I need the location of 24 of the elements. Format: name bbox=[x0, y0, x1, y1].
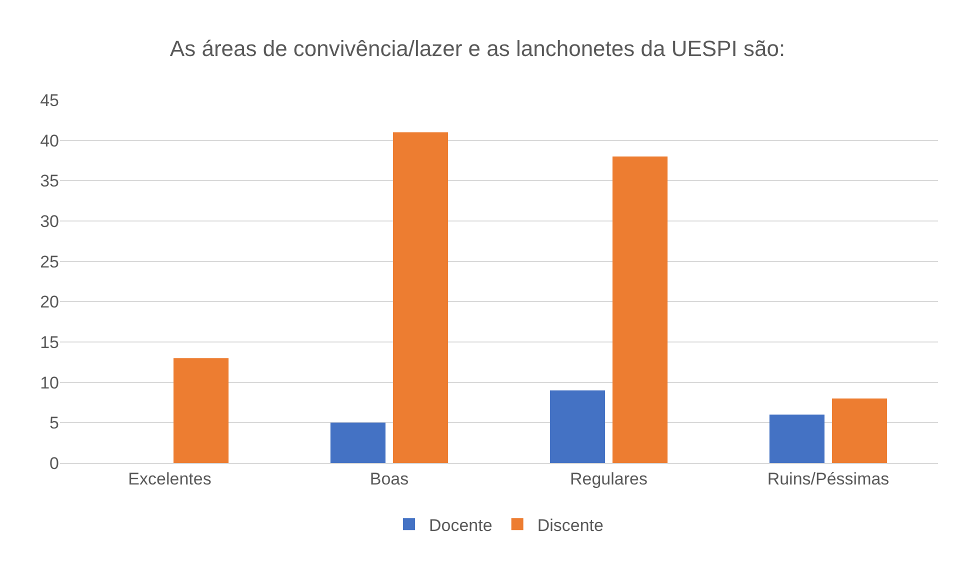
y-tick-label: 40 bbox=[40, 131, 59, 150]
bar bbox=[832, 398, 888, 463]
legend-label: Discente bbox=[537, 516, 604, 535]
y-tick-label: 45 bbox=[40, 90, 59, 110]
bar bbox=[769, 414, 824, 463]
bar bbox=[174, 358, 229, 463]
bar bbox=[612, 156, 668, 463]
y-tick-label: 25 bbox=[40, 252, 59, 272]
x-tick-label: Boas bbox=[370, 469, 409, 488]
y-tick-label: 0 bbox=[50, 454, 59, 473]
bar bbox=[330, 422, 386, 463]
legend-label: Docente bbox=[429, 516, 492, 535]
x-tick-label: Ruins/Péssimas bbox=[767, 469, 890, 488]
y-tick-label: 35 bbox=[40, 172, 59, 191]
x-tick-label: Excelentes bbox=[128, 469, 212, 488]
bar bbox=[550, 390, 605, 463]
x-tick-label: Regulares bbox=[570, 469, 648, 488]
y-tick-label: 30 bbox=[40, 212, 59, 231]
y-tick-label: 5 bbox=[50, 414, 59, 433]
chart-title: As áreas de convivência/lazer e as lanchonetes da UESPI são: bbox=[170, 36, 786, 61]
bar bbox=[393, 132, 448, 463]
y-tick-label: 10 bbox=[40, 373, 59, 392]
y-tick-label: 20 bbox=[40, 292, 59, 312]
y-tick-label: 15 bbox=[40, 332, 59, 352]
